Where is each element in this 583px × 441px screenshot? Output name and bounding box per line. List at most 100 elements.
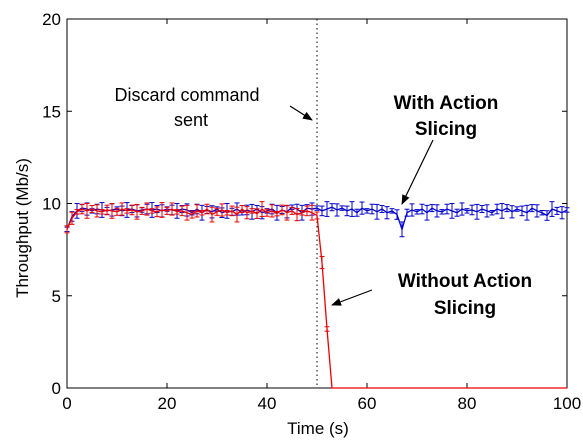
series-0-point	[319, 205, 325, 217]
series-1-point	[259, 201, 265, 217]
series-0-point	[379, 205, 385, 214]
series-1-point	[299, 210, 305, 216]
series-0-point	[494, 203, 500, 215]
discard-annotation-line2: sent	[174, 110, 208, 130]
series-0-point	[489, 210, 495, 216]
series-1-point	[264, 208, 270, 217]
series-0-point	[484, 204, 490, 218]
series-0-point	[549, 201, 555, 217]
series-1-point	[234, 206, 240, 223]
series-0-point	[524, 204, 530, 221]
series-0-point	[509, 205, 515, 219]
series-0-point	[369, 203, 375, 215]
series-1-point	[84, 203, 90, 219]
series-1-point	[104, 204, 110, 216]
series-1-point	[219, 203, 225, 217]
series-0-point	[434, 204, 440, 218]
series-1-point	[184, 204, 190, 221]
series-0-point	[419, 203, 425, 215]
series-1-point	[324, 326, 330, 332]
series-0-point	[529, 204, 535, 213]
series-line-1	[66, 208, 567, 389]
series-1-point	[294, 207, 300, 222]
series-0-point	[384, 206, 390, 220]
series-0-point	[429, 204, 435, 213]
y-tick-label: 0	[52, 379, 61, 398]
series-1-point	[139, 206, 145, 215]
series-0-point	[514, 206, 520, 212]
series-0-point	[459, 202, 465, 216]
series-0-point	[464, 208, 470, 214]
series-0-point	[334, 203, 340, 217]
series-0-point	[469, 204, 475, 216]
series-0-point	[349, 201, 355, 217]
with-slicing-annotation-line1: With Action	[394, 93, 499, 114]
series-1-point	[214, 207, 220, 216]
series-1-point	[89, 205, 95, 214]
series-0-point	[439, 209, 445, 215]
series-1-point	[79, 203, 85, 215]
series-0-point	[449, 203, 455, 219]
series-0-point	[444, 203, 450, 215]
series-0-point	[324, 201, 330, 217]
series-1-point	[199, 210, 205, 216]
series-1-point	[129, 204, 135, 216]
series-1-point	[209, 206, 215, 223]
series-0-point	[559, 206, 565, 220]
series-0-point	[389, 208, 395, 214]
series-0-point	[499, 203, 505, 219]
series-1-point	[289, 206, 295, 215]
series-1-point	[309, 204, 315, 221]
series-1-point	[194, 204, 200, 218]
series-1-point	[149, 208, 155, 214]
discard-annotation-line1: Discard command	[114, 85, 259, 105]
without-slicing-annotation-line1: Without Action	[398, 271, 532, 292]
series-0-point	[329, 203, 335, 212]
series-1-point	[189, 210, 195, 219]
series-0-point	[314, 205, 320, 211]
series-1-point	[74, 209, 80, 215]
series-1-point	[159, 202, 165, 218]
series-0-point	[564, 207, 570, 213]
series-0-point	[474, 203, 480, 220]
series-1-point	[169, 202, 175, 216]
y-tick-label: 15	[42, 102, 61, 121]
y-axis-label: Throughput (Mb/s)	[13, 158, 32, 298]
series-0-point	[339, 205, 345, 211]
series-1-point	[204, 203, 210, 215]
series-0-point	[404, 208, 410, 217]
series-0-point	[399, 221, 405, 238]
series-1-point	[144, 202, 150, 216]
series-1-point	[119, 202, 125, 216]
series-1-point	[284, 204, 290, 221]
axis-tick-labels: 0 20 40 60 80 100 0 5 10 15 20	[42, 10, 581, 413]
series-0-point	[424, 204, 430, 221]
x-axis-label: Time (s)	[287, 419, 349, 438]
series-0-point	[359, 201, 365, 215]
series-1-point	[319, 255, 325, 270]
series-1-point	[154, 206, 160, 218]
series-layer	[64, 201, 570, 389]
series-1-point	[164, 206, 170, 215]
series-0-point	[454, 208, 460, 217]
with-slicing-arrow	[401, 139, 434, 205]
y-tick-label: 5	[52, 287, 61, 306]
x-tick-label: 0	[62, 394, 71, 413]
series-0-point	[394, 209, 400, 220]
series-0-point	[534, 204, 540, 218]
series-1-point	[114, 207, 120, 216]
series-1-point	[249, 208, 255, 214]
x-tick-label: 60	[358, 394, 377, 413]
series-1-point	[314, 211, 320, 220]
series-0-point	[539, 210, 545, 216]
series-1-point	[64, 225, 70, 234]
x-tick-label: 20	[158, 394, 177, 413]
series-1-point	[304, 205, 310, 217]
series-1-point	[224, 210, 230, 216]
series-0-point	[479, 205, 485, 214]
series-1-point	[239, 205, 245, 214]
y-tick-label: 10	[42, 195, 61, 214]
discard-arrow	[289, 105, 313, 121]
y-tick-label: 20	[42, 10, 61, 29]
